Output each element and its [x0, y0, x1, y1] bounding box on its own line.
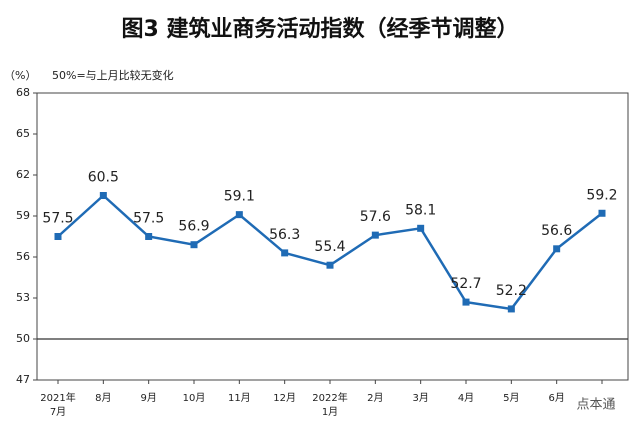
x-tick-label: 5月: [503, 393, 520, 404]
data-label: 52.2: [496, 283, 527, 299]
x-tick-label: 12月: [273, 393, 297, 404]
marker: [598, 209, 606, 217]
note: 50%=与上月比较无变化: [52, 68, 174, 82]
marker: [371, 231, 379, 239]
x-tick-label: 2022年 1月: [312, 393, 348, 418]
watermark: 点本通: [576, 398, 615, 413]
data-label: 57.5: [42, 211, 73, 227]
x-tick-label: 9月: [140, 393, 157, 404]
marker: [190, 241, 198, 249]
marker: [462, 298, 470, 306]
marker: [99, 192, 107, 199]
y-tick-label: 53: [16, 291, 30, 304]
marker: [281, 249, 289, 257]
data-label: 56.9: [178, 219, 209, 235]
y-tick-label: 47: [16, 373, 30, 386]
chart-title: 图3 建筑业商务活动指数（经季节调整）: [122, 16, 519, 42]
plot-frame: [36, 92, 629, 381]
data-label: 57.6: [360, 209, 391, 225]
marker: [417, 224, 425, 232]
data-label: 56.3: [269, 227, 300, 243]
x-tick-label: 8月: [95, 393, 112, 404]
data-label: 52.7: [450, 276, 481, 292]
data-label: 59.1: [224, 189, 255, 205]
y-tick-label: 68: [16, 86, 30, 99]
marker: [235, 211, 243, 219]
data-label: 57.5: [133, 211, 164, 227]
marker: [326, 261, 334, 269]
y-tick-label: 59: [16, 209, 30, 222]
x-tick-label: 11月: [227, 393, 251, 404]
x-tick-label: 2021年 7月: [40, 393, 76, 418]
data-label: 60.5: [88, 170, 119, 186]
data-label: 56.6: [541, 223, 572, 239]
y-tick-label: 50: [16, 332, 30, 345]
x-tick-label: 2月: [367, 393, 384, 404]
x-tick-label: 6月: [548, 393, 565, 404]
data-label: 59.2: [586, 187, 617, 203]
y-tick-label: 56: [16, 250, 30, 263]
y-axis-label: （%）: [4, 69, 36, 82]
data-label: 58.1: [405, 202, 436, 218]
y-tick-label: 62: [16, 168, 30, 181]
x-tick-label: 3月: [412, 393, 429, 404]
x-tick-label: 10月: [182, 393, 206, 404]
marker: [145, 233, 153, 240]
marker: [507, 305, 515, 313]
y-tick-label: 65: [16, 127, 30, 140]
data-label: 55.4: [314, 239, 345, 255]
marker: [54, 233, 62, 240]
marker: [553, 245, 561, 253]
x-tick-label: 4月: [457, 393, 475, 404]
